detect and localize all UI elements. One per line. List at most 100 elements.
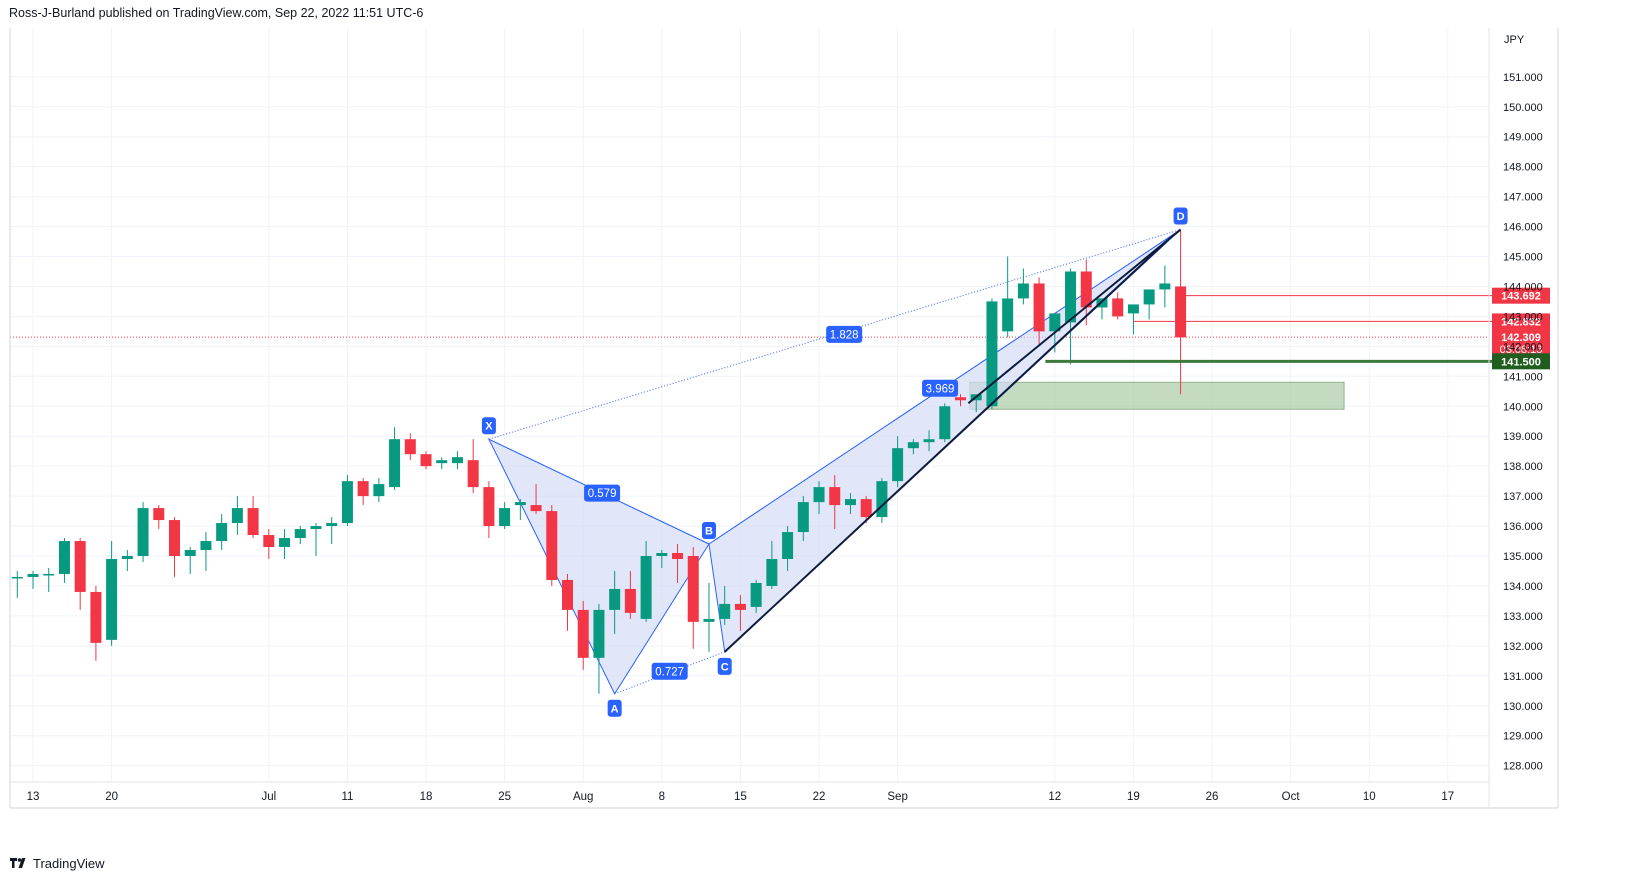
- candle: [844, 493, 856, 515]
- x-tick-label: 18: [420, 791, 433, 803]
- candle-body: [656, 553, 668, 556]
- candle-body: [530, 505, 542, 512]
- candle-body: [436, 460, 448, 464]
- y-tick-label: 151.000: [1503, 72, 1543, 84]
- candle: [1033, 277, 1045, 347]
- candle: [1159, 265, 1171, 308]
- candle-body: [43, 573, 55, 576]
- x-tick-label: 19: [1127, 791, 1140, 803]
- candle-body: [687, 556, 699, 622]
- candle: [43, 567, 55, 592]
- candle-body: [734, 603, 746, 610]
- price-label-bg: [1492, 287, 1550, 304]
- candle: [1127, 304, 1139, 335]
- candle: [577, 600, 589, 670]
- candle-body: [326, 523, 338, 527]
- candle: [640, 541, 652, 622]
- candle: [90, 585, 102, 661]
- candle: [200, 532, 212, 571]
- candle-body: [876, 481, 888, 518]
- candle: [389, 427, 401, 491]
- point-badge-text: D: [1177, 211, 1185, 223]
- x-tick-label: 11: [341, 791, 353, 803]
- candle: [153, 505, 165, 530]
- candle: [499, 502, 511, 530]
- ratio-badge-text: 0.727: [655, 666, 684, 678]
- x-tick-label: 20: [105, 791, 118, 803]
- ratio-badge-bg: [922, 379, 959, 397]
- y-tick-label: 129.000: [1503, 731, 1543, 743]
- candle: [231, 496, 243, 536]
- x-tick-label: 10: [1363, 791, 1376, 803]
- candle: [955, 394, 966, 407]
- candle: [357, 478, 369, 506]
- y-tick-label: 130.000: [1503, 701, 1543, 713]
- candle-body: [294, 529, 306, 539]
- point-badge-bg: [701, 522, 716, 540]
- x-tick-label: Sep: [887, 791, 907, 803]
- tradingview-footer[interactable]: TradingView: [10, 856, 105, 871]
- chart-overlay: XABCD0.5790.7273.9691.828143.692142.8321…: [481, 207, 1550, 717]
- candle: [341, 475, 353, 527]
- candle: [137, 502, 149, 562]
- candle: [703, 582, 715, 652]
- candle: [436, 457, 448, 470]
- candle: [467, 439, 479, 494]
- candle-body: [357, 481, 369, 497]
- candle-body: [782, 532, 794, 559]
- candle: [609, 570, 621, 634]
- pattern-point-c-label[interactable]: C: [717, 657, 732, 675]
- candle: [420, 451, 432, 470]
- pattern-point-x-label[interactable]: X: [481, 417, 496, 435]
- candle-body: [1080, 271, 1092, 308]
- price-label-text: 142.309: [1501, 332, 1541, 344]
- pattern-point-b-label[interactable]: B: [701, 522, 716, 540]
- candle-body: [404, 439, 416, 455]
- trendline: [724, 240, 1168, 653]
- candle: [813, 481, 825, 515]
- fib-ratio-label[interactable]: 0.727: [651, 662, 688, 680]
- publisher-header: Ross-J-Burland published on TradingView.…: [9, 6, 424, 20]
- candle-body: [1175, 286, 1187, 338]
- candle: [860, 496, 872, 524]
- price-label-bg: [1492, 313, 1550, 330]
- fib-ratio-label[interactable]: 0.579: [584, 484, 621, 502]
- candle: [58, 538, 70, 583]
- candle-body: [907, 442, 919, 449]
- fib-ratio-label[interactable]: 1.828: [826, 325, 863, 343]
- candle: [624, 570, 636, 619]
- candle: [184, 547, 196, 574]
- x-tick-label: Jul: [261, 791, 276, 803]
- candle: [1112, 292, 1124, 320]
- price-label-text: 141.500: [1501, 356, 1541, 368]
- y-tick-label: 141.000: [1503, 371, 1543, 383]
- candle-body: [860, 499, 872, 518]
- point-badge-bg: [607, 699, 622, 717]
- y-tick-label: 136.000: [1503, 521, 1543, 533]
- candle-body: [1065, 271, 1077, 323]
- candle: [121, 550, 133, 571]
- candle: [719, 585, 731, 625]
- candle-body: [200, 541, 212, 551]
- candle-body: [263, 535, 275, 548]
- point-badge-text: C: [721, 661, 729, 673]
- candle: [656, 550, 668, 568]
- x-tick-label: 25: [498, 791, 511, 803]
- point-badge-text: A: [611, 703, 619, 715]
- candle-body: [986, 301, 998, 407]
- chart-zones: [969, 381, 1345, 410]
- candle-body: [90, 591, 102, 643]
- candle-body: [892, 448, 904, 482]
- point-badge-text: B: [705, 526, 713, 538]
- tradingview-logo-icon: [10, 858, 26, 868]
- y-tick-label: 139.000: [1503, 431, 1543, 443]
- candle-body: [640, 556, 652, 619]
- y-tick-label: 132.000: [1503, 641, 1543, 653]
- y-tick-label: 145.000: [1503, 252, 1543, 264]
- fib-ratio-label[interactable]: 3.969: [922, 379, 959, 397]
- pattern-point-d-label[interactable]: D: [1173, 207, 1188, 225]
- pattern-point-a-label[interactable]: A: [607, 699, 622, 717]
- candle: [562, 573, 573, 631]
